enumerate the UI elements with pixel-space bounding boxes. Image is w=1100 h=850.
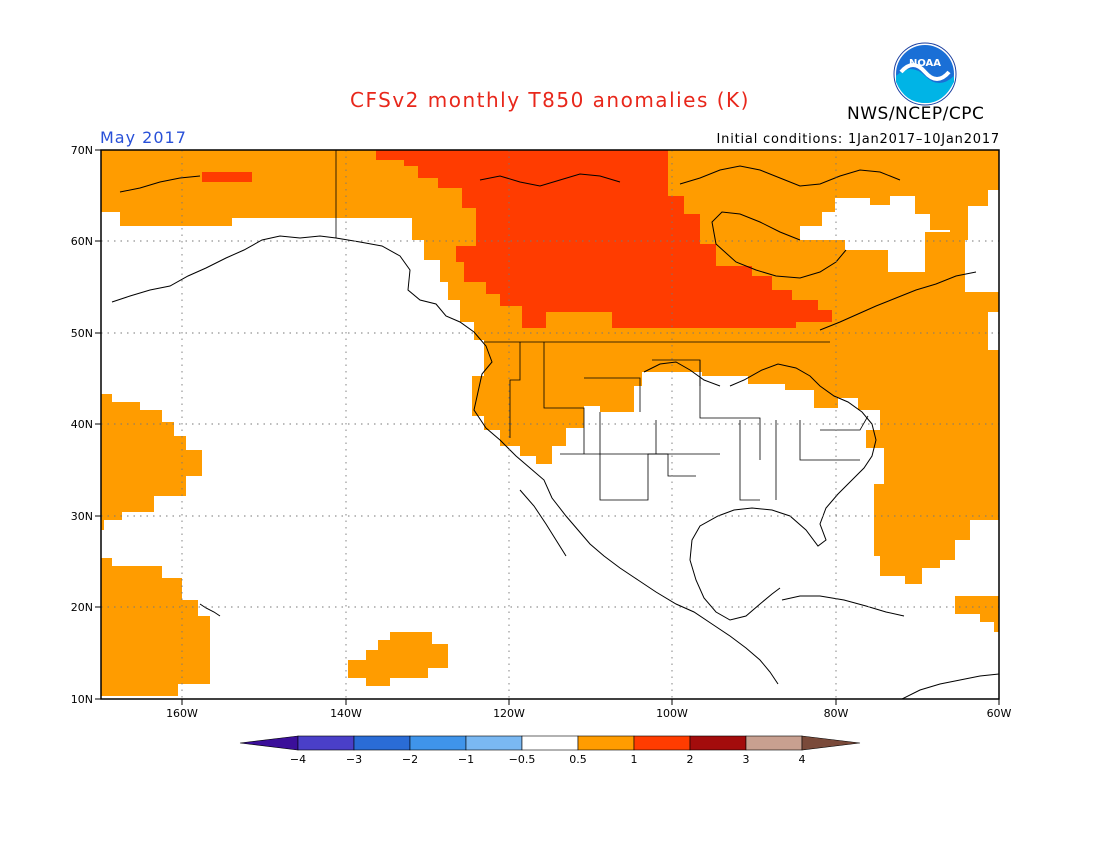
map-gridlines xyxy=(101,150,999,699)
lon-tick-label: 60W xyxy=(987,707,1012,720)
lat-tick-label: 10N xyxy=(71,693,93,706)
anomaly-fields xyxy=(101,150,999,696)
colorbar-box xyxy=(465,735,523,751)
colorbar-label: −2 xyxy=(402,753,418,766)
colorbar-arrow-low xyxy=(239,735,299,751)
anomaly-region-hawaii xyxy=(101,558,210,696)
lon-labels: 160W 140W 120W 100W 80W 60W xyxy=(166,707,1011,720)
lat-tick-label: 30N xyxy=(71,510,93,523)
colorbar-label: −3 xyxy=(346,753,362,766)
colorbar-arrow-high xyxy=(801,735,861,751)
colorbar-label: 4 xyxy=(799,753,806,766)
chart-title: CFSv2 monthly T850 anomalies (K) xyxy=(350,88,750,112)
colorbar-label: 2 xyxy=(687,753,694,766)
colorbar-label: 3 xyxy=(743,753,750,766)
anomaly-region-pacific-east xyxy=(101,394,202,530)
colorbar-label: 1 xyxy=(631,753,638,766)
lon-tick-label: 160W xyxy=(166,707,198,720)
anomaly-region-bering-small xyxy=(202,172,252,182)
anomaly-region-pacific-south xyxy=(348,632,448,686)
forecast-month: May 2017 xyxy=(100,128,187,147)
lat-tick-label: 70N xyxy=(71,144,93,157)
lon-tick-label: 120W xyxy=(493,707,525,720)
colorbar-box xyxy=(745,735,803,751)
political-borders xyxy=(335,150,869,501)
initial-conditions: Initial conditions: 1Jan2017–10Jan2017 xyxy=(716,132,1000,147)
colorbar-box xyxy=(577,735,635,751)
anomaly-region-caribbean xyxy=(955,596,999,632)
colorbar-box xyxy=(353,735,411,751)
anomaly-region-central-canada xyxy=(376,150,832,328)
colorbar-box xyxy=(297,735,355,751)
lat-labels: 70N 60N 50N 40N 30N 20N 10N xyxy=(71,144,93,706)
colorbar-box xyxy=(633,735,691,751)
lon-tick-label: 100W xyxy=(656,707,688,720)
anomaly-region-alaska xyxy=(101,150,336,226)
lat-tick-label: 60N xyxy=(71,235,93,248)
colorbar-box xyxy=(409,735,467,751)
colorbar-label: −1 xyxy=(458,753,474,766)
colorbar-label: −4 xyxy=(290,753,306,766)
colorbar-label: 0.5 xyxy=(569,753,587,766)
colorbar: −4 −3 −2 −1 −0.5 0.5 1 2 3 4 xyxy=(239,735,861,766)
lon-tick-label: 80W xyxy=(824,707,849,720)
lon-tick-label: 140W xyxy=(330,707,362,720)
lat-tick-label: 50N xyxy=(71,327,93,340)
logo-text: NOAA xyxy=(909,58,941,69)
axis-ticks xyxy=(95,149,1000,705)
colorbar-box xyxy=(521,735,579,751)
noaa-logo-icon: NOAA xyxy=(893,42,957,106)
colorbar-label: −0.5 xyxy=(509,753,536,766)
coastlines xyxy=(111,165,999,699)
organization-label: NWS/NCEP/CPC xyxy=(847,104,985,124)
lat-tick-label: 40N xyxy=(71,418,93,431)
colorbar-box xyxy=(689,735,747,751)
lat-tick-label: 20N xyxy=(71,601,93,614)
